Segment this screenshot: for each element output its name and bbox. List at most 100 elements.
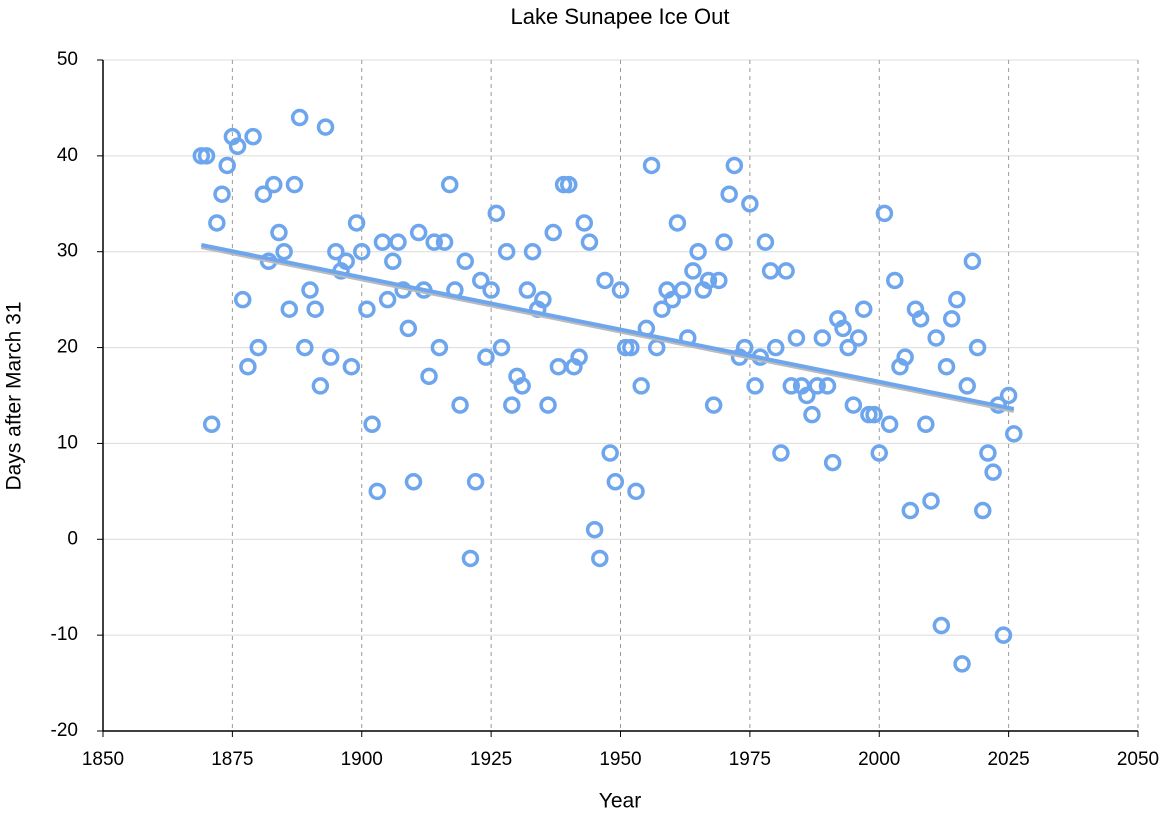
point [725,156,744,175]
point [710,271,728,290]
point [296,338,314,357]
point [523,242,542,261]
point [570,348,588,366]
point [321,348,340,366]
point [632,377,650,395]
point [404,473,423,491]
point [316,118,335,136]
point [285,175,304,194]
point [451,396,469,414]
point [849,329,868,347]
point [580,233,599,251]
point [917,415,935,434]
point [642,156,661,175]
point [280,300,299,318]
point [979,444,997,462]
point [585,520,604,539]
point [803,405,821,424]
point [968,338,987,357]
point [880,415,899,434]
point [430,338,449,357]
point [420,367,438,386]
point [953,655,971,673]
point [425,233,443,251]
point [327,242,345,261]
point [668,214,687,232]
point [777,262,795,280]
point [244,127,262,146]
point [756,233,775,251]
point [301,281,319,299]
point [353,242,371,261]
point [787,329,806,347]
point [1005,425,1023,443]
point [202,415,221,434]
x-tick-label: 1925 [470,749,512,770]
point [461,549,480,568]
point [886,271,904,290]
point [627,482,645,501]
point [275,242,293,261]
point [208,214,226,232]
point [922,492,940,510]
point [337,252,355,271]
point [378,290,397,309]
point [741,195,759,213]
point [870,444,888,462]
y-tick-label: 20 [57,337,78,358]
point [342,357,361,376]
x-tick-label: 1950 [599,749,641,770]
point [813,329,832,347]
point [772,444,790,462]
point [513,377,531,395]
point [798,386,816,405]
point [373,233,392,251]
point [384,252,402,271]
point [818,377,837,395]
x-tick-label: 1900 [341,749,383,770]
point [591,549,609,568]
point [368,482,387,501]
point [497,242,516,261]
point [197,147,216,165]
point [270,223,288,242]
chart-title: Lake Sunapee Ice Out [511,4,730,29]
y-axis-label: Days after March 31 [3,301,26,490]
point [228,137,247,156]
point [399,319,418,338]
point [306,300,324,318]
point [927,329,945,347]
point [704,396,723,414]
point [492,338,511,357]
point [518,281,537,299]
point [472,271,490,290]
point [254,185,273,203]
point [911,310,930,328]
point [482,281,500,299]
x-tick-label: 2000 [858,749,900,770]
point [746,377,764,395]
point [808,377,826,395]
point [606,473,625,491]
y-tick-label: 40 [57,145,78,166]
point [601,444,619,462]
point [440,175,459,194]
point [539,396,557,414]
x-tick-label: 2050 [1117,749,1159,770]
y-tick-label: -10 [51,624,78,645]
point [663,290,681,309]
point [213,185,231,203]
y-tick-label: 50 [57,49,78,70]
point [409,223,428,242]
point [347,214,366,232]
x-tick-label: 1875 [211,749,253,770]
point [901,501,920,520]
point [761,262,780,280]
point [534,290,552,309]
point [932,616,951,635]
point [239,357,257,376]
point [896,348,914,366]
trend-line [200,243,1015,411]
point [466,473,485,491]
y-tick-label: -20 [51,720,78,741]
